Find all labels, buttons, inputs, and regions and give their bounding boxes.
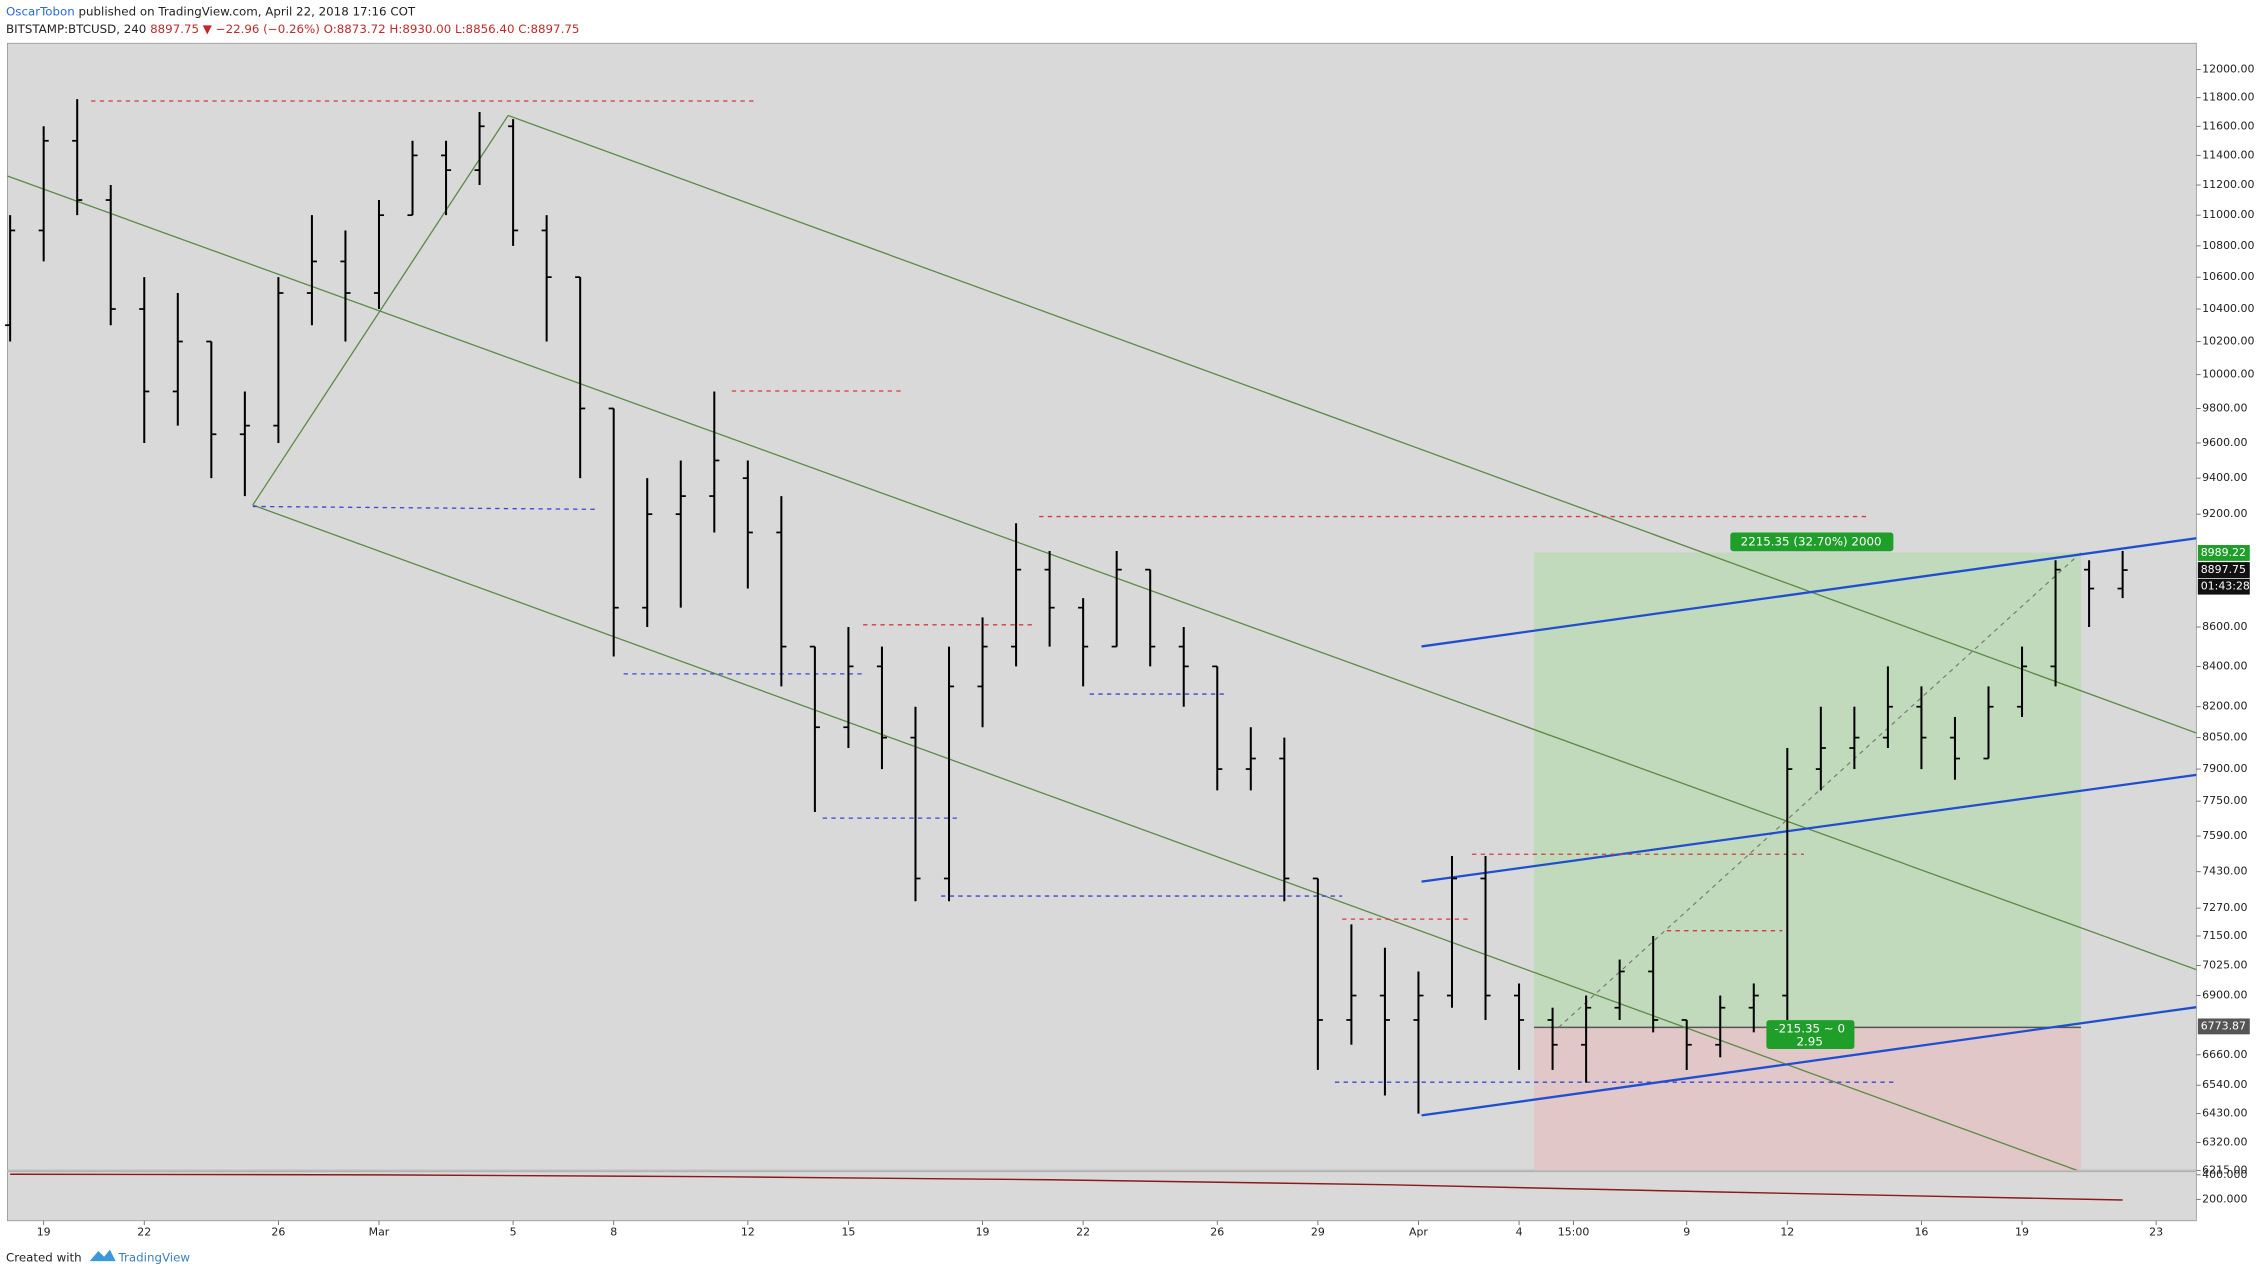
x-tick-label: Mar [369, 1225, 390, 1238]
resistance-levels [91, 100, 1869, 932]
stop-price-tag: 6773.87 [2201, 1019, 2246, 1032]
x-tick-label: 19 [2015, 1225, 2029, 1238]
indicator-tick-label: 400.000 [2202, 1168, 2247, 1181]
stop-label: -215.35 ~ 0 [1774, 1021, 1845, 1035]
y-tick-label: 7430.00 [2202, 865, 2247, 878]
alert-price-tag: 8989.22 [2201, 546, 2246, 559]
y-tick-label: 6660.00 [2202, 1048, 2247, 1061]
x-tick-label: 16 [1914, 1225, 1928, 1238]
y-tick-label: 10200.00 [2202, 335, 2254, 348]
blue-channel [1421, 537, 2197, 1117]
countdown: 01:43:28 [2201, 580, 2250, 593]
published: published on TradingView.com, April 22, … [79, 4, 416, 18]
pitchfork [7, 114, 2197, 1171]
indicator-tick-label: 200.000 [2202, 1192, 2247, 1205]
stop-price-tag-box [2197, 1018, 2250, 1035]
y-tick-label: 6430.00 [2202, 1107, 2247, 1120]
y-tick-label: 7590.00 [2202, 829, 2247, 842]
x-tick-label: 22 [1076, 1225, 1090, 1238]
countdown-box [2197, 578, 2250, 595]
footer-created: Created with [6, 1251, 82, 1265]
drawings [7, 100, 2197, 1171]
x-tick-label: 5 [510, 1225, 517, 1238]
y-tick-label: 10800.00 [2202, 239, 2254, 252]
x-tick-label: 12 [1780, 1225, 1794, 1238]
last-price-tag-box [2197, 562, 2250, 579]
indicator-line [10, 1173, 2123, 1201]
x-tick-label: 19 [976, 1225, 990, 1238]
alert-price-tag-box [2197, 545, 2250, 561]
y-tick-label: 11000.00 [2202, 208, 2254, 221]
channel-line [507, 114, 2197, 734]
y-tick-label: 10600.00 [2202, 270, 2254, 283]
y-tick-label: 7900.00 [2202, 762, 2247, 775]
y-tick-label: 11400.00 [2202, 148, 2254, 161]
author[interactable]: OscarTobon [6, 4, 75, 18]
last-price: 8897.75 [150, 21, 199, 35]
y-tick-label: 7750.00 [2202, 794, 2247, 807]
header-line-2: BITSTAMP:BTCUSD, 240 8897.75 ▼ −22.96 (−… [6, 21, 579, 35]
y-tick-label: 8400.00 [2202, 659, 2247, 672]
y-tick-label: 7270.00 [2202, 901, 2247, 914]
channel-line [7, 175, 2197, 971]
y-tick-label: 6900.00 [2202, 989, 2247, 1002]
x-tick-label: 26 [271, 1225, 285, 1238]
indicator-pane [7, 1171, 2197, 1222]
y-tick-label: 11600.00 [2202, 119, 2254, 132]
y-tick-label: 10000.00 [2202, 368, 2254, 381]
channel-line [1421, 537, 2197, 648]
stop-label-box [1766, 1020, 1855, 1050]
target-label-box [1730, 532, 1894, 552]
x-tick-label: 19 [37, 1225, 51, 1238]
y-tick-label: 11200.00 [2202, 178, 2254, 191]
y-tick-label: 6320.00 [2202, 1135, 2247, 1148]
y-tick-label: 8600.00 [2202, 620, 2247, 633]
price-bars [5, 99, 2128, 1114]
axes: 12000.00 11800.00 11600.00 11400.00 11200.00… [10, 63, 2254, 1238]
last-price-tag: 8897.75 [2201, 563, 2246, 576]
y-tick-label: 6215.00 [2202, 1163, 2247, 1176]
y-tick-label: 9600.00 [2202, 436, 2247, 449]
y-tick-label: 8050.00 [2202, 731, 2247, 744]
support-levels [252, 505, 1898, 1083]
y-tick-label: 10400.00 [2202, 302, 2254, 315]
ohlc-values: O:8873.72 H:8930.00 L:8856.40 C:8897.75 [324, 21, 580, 35]
x-tick-label: 9 [1683, 1225, 1690, 1238]
ratio-label: 2.95 [1797, 1034, 1823, 1048]
change: ▼ −22.96 (−0.26%) [203, 21, 320, 35]
footer-brand[interactable]: TradingView [118, 1251, 191, 1265]
x-tick-label: 23 [2149, 1225, 2163, 1238]
y-tick-label: 9400.00 [2202, 471, 2247, 484]
y-tick-label: 7150.00 [2202, 929, 2247, 942]
y-tick-label: 7025.00 [2202, 958, 2247, 971]
brand-logo [89, 1249, 116, 1262]
target-label: 2215.35 (32.70%) 2000 [1741, 534, 1882, 548]
channel-line [1421, 1006, 2197, 1117]
position-target-zone [1534, 552, 2081, 1028]
x-tick-label: Apr [1409, 1225, 1428, 1238]
header-line-1: OscarTobon published on TradingView.com,… [6, 4, 416, 18]
channel-line [1421, 773, 2197, 883]
y-tick-label: 9200.00 [2202, 507, 2247, 520]
x-tick-label: 12 [741, 1225, 755, 1238]
level-line [252, 505, 600, 511]
position-stop-zone [1534, 1027, 2081, 1171]
y-tick-label: 8200.00 [2202, 700, 2247, 713]
symbol: BITSTAMP:BTCUSD, 240 [6, 21, 146, 35]
x-tick-label: 15:00 [1558, 1225, 1590, 1238]
y-tick-label: 11800.00 [2202, 91, 2254, 104]
x-tick-label: 29 [1311, 1225, 1325, 1238]
x-tick-label: 26 [1210, 1225, 1224, 1238]
channel-line [252, 115, 509, 506]
x-tick-label: 15 [841, 1225, 855, 1238]
x-tick-label: 8 [610, 1225, 617, 1238]
x-tick-label: 22 [137, 1225, 151, 1238]
y-tick-label: 6540.00 [2202, 1078, 2247, 1091]
y-tick-label: 9800.00 [2202, 401, 2247, 414]
y-tick-label: 12000.00 [2202, 63, 2254, 76]
x-tick-label: 4 [1516, 1225, 1523, 1238]
